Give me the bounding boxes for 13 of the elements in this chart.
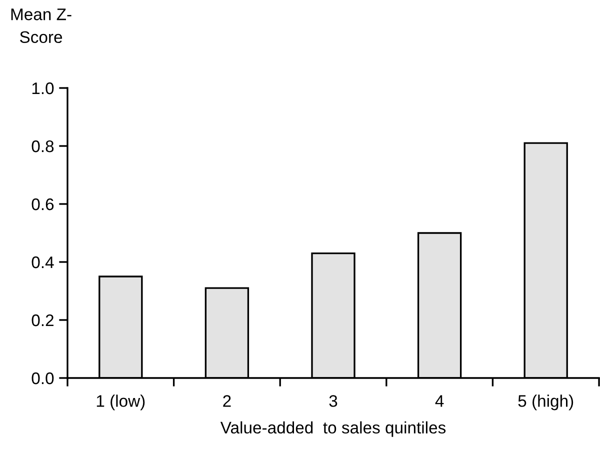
y-tick-label: 1.0 xyxy=(32,82,54,94)
y-axis-title: Mean Z- Score xyxy=(11,8,72,44)
x-axis-title: Value-added to sales quintiles xyxy=(220,421,446,437)
x-tick-label: 1 (low) xyxy=(96,394,145,410)
y-tick-label: 0.4 xyxy=(32,256,54,268)
x-tick-label: 3 xyxy=(329,395,338,407)
y-tick-label: 0.8 xyxy=(32,140,54,152)
x-tick-label: 5 (high) xyxy=(518,394,574,410)
y-tick-label: 0.6 xyxy=(32,198,54,210)
x-tick-label: 2 xyxy=(223,395,231,407)
y-tick-label: 0.2 xyxy=(32,314,54,326)
y-tick-label: 0.0 xyxy=(32,372,54,384)
x-tick-label: 4 xyxy=(435,395,444,407)
